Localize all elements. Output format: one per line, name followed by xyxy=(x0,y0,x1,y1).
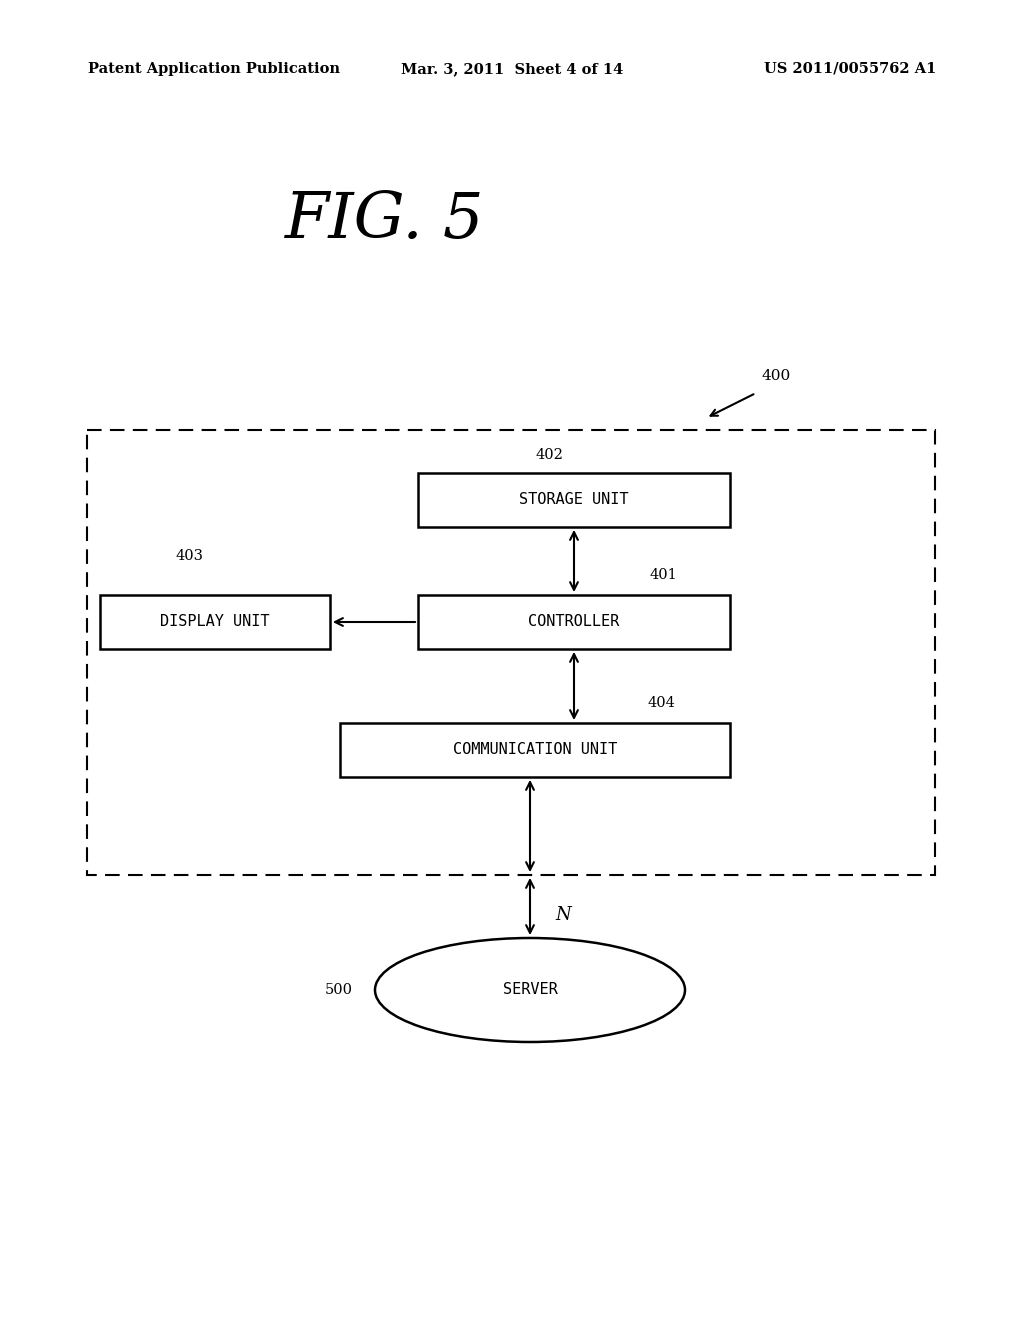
Text: SERVER: SERVER xyxy=(503,982,557,998)
Text: CONTROLLER: CONTROLLER xyxy=(528,615,620,630)
Ellipse shape xyxy=(375,939,685,1041)
Bar xyxy=(418,473,730,527)
Text: Mar. 3, 2011  Sheet 4 of 14: Mar. 3, 2011 Sheet 4 of 14 xyxy=(400,62,624,77)
Text: 401: 401 xyxy=(650,568,678,582)
Text: Patent Application Publication: Patent Application Publication xyxy=(88,62,340,77)
Text: FIG. 5: FIG. 5 xyxy=(285,190,484,252)
Text: 400: 400 xyxy=(762,370,792,383)
Bar xyxy=(100,595,330,649)
Bar xyxy=(87,430,935,875)
Text: US 2011/0055762 A1: US 2011/0055762 A1 xyxy=(764,62,936,77)
Text: 403: 403 xyxy=(175,549,203,564)
Text: N: N xyxy=(555,906,570,924)
Text: DISPLAY UNIT: DISPLAY UNIT xyxy=(160,615,269,630)
Bar xyxy=(418,595,730,649)
Text: STORAGE UNIT: STORAGE UNIT xyxy=(519,492,629,507)
Text: 404: 404 xyxy=(648,696,676,710)
Text: COMMUNICATION UNIT: COMMUNICATION UNIT xyxy=(453,742,617,758)
Text: 402: 402 xyxy=(535,447,563,462)
Bar xyxy=(340,723,730,777)
Text: 500: 500 xyxy=(325,983,353,997)
